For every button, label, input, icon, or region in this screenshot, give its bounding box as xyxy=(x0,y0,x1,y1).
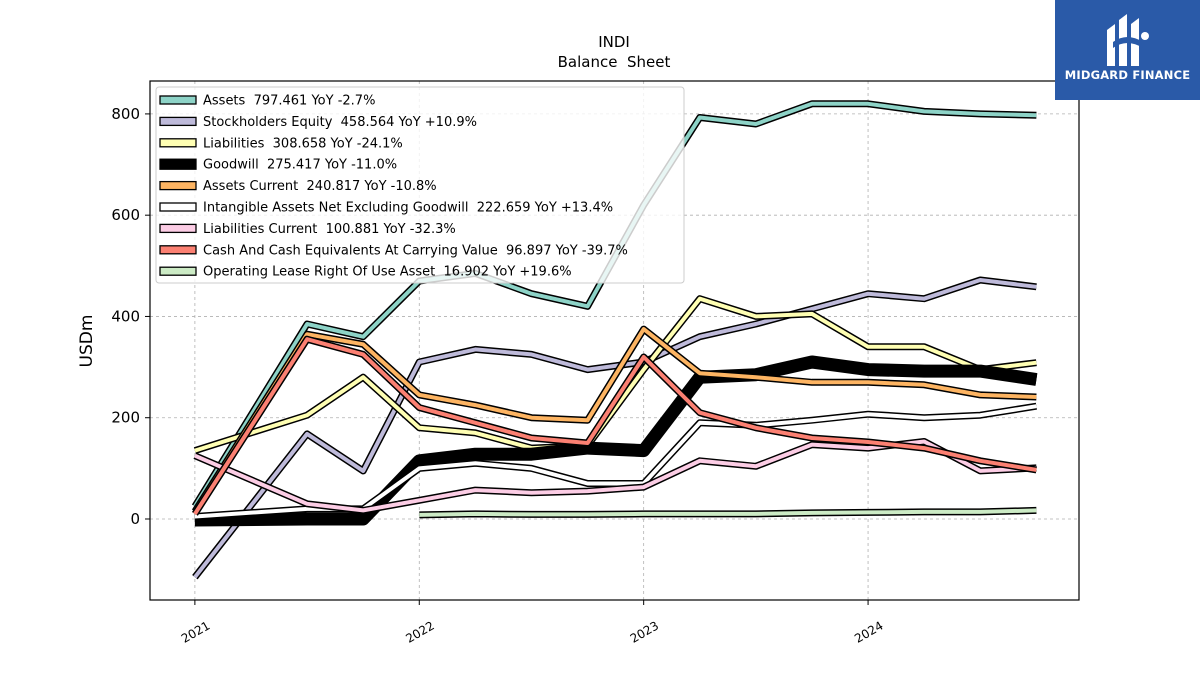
y-tick-label: 600 xyxy=(111,206,140,224)
brand-name: MIDGARD FINANCE xyxy=(1064,68,1191,82)
y-axis-label: USDm xyxy=(77,315,97,368)
legend-label: Assets Current 240.817 YoY -10.8% xyxy=(203,179,437,194)
x-tick-label: 2023 xyxy=(628,618,661,645)
legend-label: Stockholders Equity 458.564 YoY +10.9% xyxy=(203,115,477,130)
series-cash-and-cash-equivalents-at-carrying-value xyxy=(191,335,1037,516)
legend-swatch xyxy=(159,223,197,234)
legend-label: Operating Lease Right Of Use Asset 16.90… xyxy=(203,265,572,280)
series-operating-lease-right-of-use-asset xyxy=(419,506,1037,519)
y-tick-label: 0 xyxy=(130,510,140,528)
chart-title: INDI xyxy=(598,33,630,51)
legend-label: Liabilities Current 100.881 YoY -32.3% xyxy=(203,222,456,237)
series-line xyxy=(419,508,1037,517)
legend-label: Cash And Cash Equivalents At Carrying Va… xyxy=(203,243,628,258)
x-tick-label: 2021 xyxy=(179,618,212,645)
legend-box xyxy=(155,86,685,284)
series-outline xyxy=(194,402,1037,520)
legend-label: Liabilities 308.658 YoY -24.1% xyxy=(203,136,403,151)
series-line xyxy=(193,327,1037,513)
brand-logo: MIDGARD FINANCE xyxy=(1055,0,1200,100)
legend-swatch xyxy=(159,158,197,170)
legend-swatch xyxy=(159,95,197,105)
series-line xyxy=(194,296,1037,453)
x-tick-label: 2022 xyxy=(403,618,436,645)
legend-swatch xyxy=(159,245,197,255)
legend: Assets 797.461 YoY -2.7% Stockholders Equ… xyxy=(155,86,685,284)
legend-swatch xyxy=(159,266,197,276)
y-tick-label: 400 xyxy=(111,307,140,325)
series-lines xyxy=(191,100,1038,580)
legend-label: Intangible Assets Net Excluding Goodwill… xyxy=(203,201,613,216)
brand-mark-icon xyxy=(1107,14,1149,66)
x-tick-label: 2024 xyxy=(852,618,885,645)
legend-label: Goodwill 275.417 YoY -11.0% xyxy=(203,158,397,173)
y-tick-label: 200 xyxy=(111,409,140,427)
legend-swatch xyxy=(159,116,197,127)
chart-subtitle: Balance Sheet xyxy=(558,53,671,71)
legend-swatch xyxy=(159,138,197,148)
plot-frame xyxy=(149,80,1080,601)
y-tick-label: 800 xyxy=(111,105,140,123)
series-intangible-assets-net-excluding-goodwill xyxy=(194,402,1037,520)
legend-label: Assets 797.461 YoY -2.7% xyxy=(203,94,375,109)
series-line xyxy=(193,337,1037,515)
legend-swatch xyxy=(159,180,197,191)
legend-swatch xyxy=(159,202,197,212)
series-assets-current xyxy=(191,325,1037,514)
series-line xyxy=(194,404,1037,519)
series-liabilities xyxy=(193,295,1037,454)
